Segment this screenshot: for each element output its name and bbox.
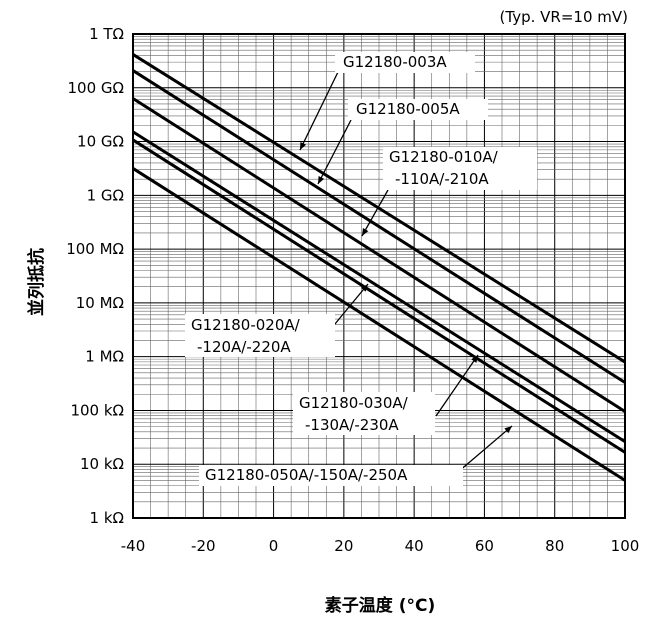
series-label-background xyxy=(185,314,335,357)
x-tick-label: 100 xyxy=(611,537,640,555)
x-tick-label: 80 xyxy=(545,537,564,555)
leader-line xyxy=(457,425,513,473)
series-label: G12180-005A xyxy=(356,100,460,118)
x-axis-title: 素子温度 (°C) xyxy=(325,595,435,616)
y-tick-label: 1 MΩ xyxy=(85,348,124,366)
series-label: -120A/-220A xyxy=(197,338,291,356)
leader-line xyxy=(435,354,479,417)
series-label: G12180-030A/ xyxy=(299,394,409,412)
series-label: G12180-020A/ xyxy=(191,316,301,334)
y-tick-label: 10 GΩ xyxy=(77,133,124,151)
x-tick-label: 20 xyxy=(334,537,353,555)
leader-arrowhead xyxy=(362,228,369,236)
y-tick-label: 10 MΩ xyxy=(76,294,124,312)
y-tick-label: 1 TΩ xyxy=(89,25,124,43)
series-label: -130A/-230A xyxy=(305,416,399,434)
series-label: -110A/-210A xyxy=(395,170,489,188)
series-label-background xyxy=(335,52,475,73)
x-tick-label: -40 xyxy=(121,537,146,555)
leader-line xyxy=(299,71,339,151)
y-tick-label: 10 kΩ xyxy=(80,455,124,473)
y-tick-labels: 1 kΩ 10 kΩ 100 kΩ 1 MΩ 10 MΩ 100 MΩ 1 GΩ 10 GΩ 1… xyxy=(66,25,124,527)
y-tick-label: 100 kΩ xyxy=(70,401,124,419)
series-line xyxy=(132,53,626,364)
y-tick-label: 100 MΩ xyxy=(66,240,124,258)
y-tick-label: 100 GΩ xyxy=(68,79,124,97)
y-axis-title: 並列抵抗 xyxy=(26,248,47,316)
conditions-note: (Typ. VR=10 mV) xyxy=(500,8,628,26)
leader-line xyxy=(317,119,352,185)
y-tick-label: 1 GΩ xyxy=(87,186,124,204)
x-tick-label: 40 xyxy=(405,537,424,555)
leader-arrowhead xyxy=(471,355,478,363)
plot-frame xyxy=(132,33,626,519)
leader-arrowhead xyxy=(360,284,368,292)
x-tick-label: -20 xyxy=(191,537,216,555)
leader-arrowhead xyxy=(300,142,307,150)
series-label-background xyxy=(383,147,537,190)
series-label: G12180-003A xyxy=(343,53,447,71)
series-label-background xyxy=(199,465,463,486)
x-tick-label: 0 xyxy=(269,537,279,555)
series-line xyxy=(132,69,626,384)
x-tick-label: 60 xyxy=(475,537,494,555)
series-lines xyxy=(132,53,626,482)
leader-line xyxy=(329,283,369,331)
series-line xyxy=(132,130,626,443)
leader-arrowhead xyxy=(504,426,512,434)
series-label-background xyxy=(348,99,488,120)
y-tick-label: 1 kΩ xyxy=(90,509,124,527)
series-label: G12180-010A/ xyxy=(389,148,499,166)
series-line xyxy=(132,97,626,413)
series-label: G12180-050A/-150A/-250A xyxy=(205,466,408,484)
series-line xyxy=(132,167,626,482)
leader-line xyxy=(361,189,389,237)
x-tick-labels: -40 -20 0 20 40 60 80 100 xyxy=(121,537,640,555)
leader-arrowhead xyxy=(318,176,325,184)
series-label-background xyxy=(293,392,435,435)
series-labels: G12180-003A G12180-005A G12180-010A/ -110A/… xyxy=(185,52,537,486)
series-line xyxy=(132,138,626,454)
